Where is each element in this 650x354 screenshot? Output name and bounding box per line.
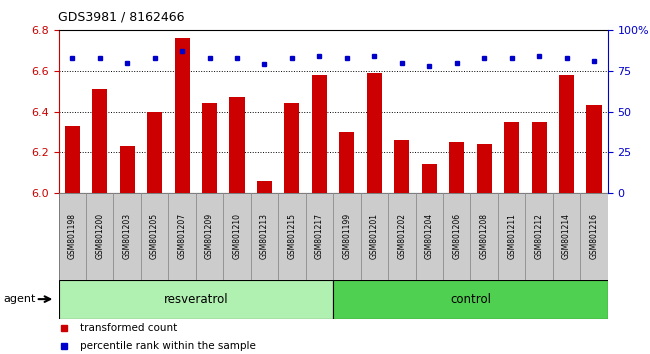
Text: transformed count: transformed count — [81, 323, 177, 333]
Bar — [285, 103, 300, 193]
Bar — [312, 75, 327, 193]
Bar — [525, 193, 552, 280]
Text: resveratrol: resveratrol — [164, 293, 228, 306]
Bar — [257, 181, 272, 193]
Bar — [443, 193, 471, 280]
Bar — [65, 126, 80, 193]
Text: GSM801205: GSM801205 — [150, 213, 159, 259]
Bar — [224, 193, 251, 280]
Bar — [147, 112, 162, 193]
Bar — [168, 193, 196, 280]
Bar — [415, 193, 443, 280]
Bar — [422, 165, 437, 193]
Text: GSM801217: GSM801217 — [315, 213, 324, 259]
Bar — [86, 193, 114, 280]
Text: control: control — [450, 293, 491, 306]
Text: GSM801202: GSM801202 — [397, 213, 406, 259]
Text: GSM801213: GSM801213 — [260, 213, 269, 259]
Text: percentile rank within the sample: percentile rank within the sample — [81, 341, 256, 351]
Text: GSM801204: GSM801204 — [424, 213, 434, 259]
Bar — [141, 193, 168, 280]
Text: agent: agent — [3, 294, 36, 304]
Bar — [229, 97, 244, 193]
Bar — [196, 193, 224, 280]
Text: GSM801209: GSM801209 — [205, 213, 214, 259]
Bar — [251, 193, 278, 280]
Text: GSM801199: GSM801199 — [343, 213, 352, 259]
Text: GSM801206: GSM801206 — [452, 213, 462, 259]
Bar — [202, 103, 217, 193]
Bar — [175, 38, 190, 193]
Bar — [559, 75, 574, 193]
Text: GSM801203: GSM801203 — [123, 213, 132, 259]
Bar — [339, 132, 354, 193]
Text: GSM801208: GSM801208 — [480, 213, 489, 259]
Text: GSM801215: GSM801215 — [287, 213, 296, 259]
Text: GSM801211: GSM801211 — [507, 213, 516, 259]
Text: GSM801198: GSM801198 — [68, 213, 77, 259]
Text: GSM801201: GSM801201 — [370, 213, 379, 259]
Text: GSM801212: GSM801212 — [534, 213, 543, 259]
Bar — [395, 140, 410, 193]
Text: GDS3981 / 8162466: GDS3981 / 8162466 — [58, 11, 185, 24]
Bar — [92, 89, 107, 193]
Bar — [476, 144, 491, 193]
Bar — [498, 193, 525, 280]
Text: GSM801214: GSM801214 — [562, 213, 571, 259]
Bar — [333, 193, 361, 280]
Bar — [306, 193, 333, 280]
Bar — [361, 193, 388, 280]
Bar — [278, 193, 306, 280]
Bar — [58, 193, 86, 280]
Text: GSM801210: GSM801210 — [233, 213, 242, 259]
Bar — [367, 73, 382, 193]
Bar — [114, 193, 141, 280]
Bar — [449, 142, 464, 193]
Bar — [586, 105, 601, 193]
Bar — [471, 193, 498, 280]
Bar — [388, 193, 415, 280]
Bar — [58, 280, 333, 319]
Bar — [552, 193, 580, 280]
Bar — [333, 280, 608, 319]
Bar — [120, 146, 135, 193]
Text: GSM801200: GSM801200 — [95, 213, 104, 259]
Bar — [504, 122, 519, 193]
Text: GSM801216: GSM801216 — [590, 213, 599, 259]
Bar — [532, 122, 547, 193]
Text: GSM801207: GSM801207 — [177, 213, 187, 259]
Bar — [580, 193, 608, 280]
